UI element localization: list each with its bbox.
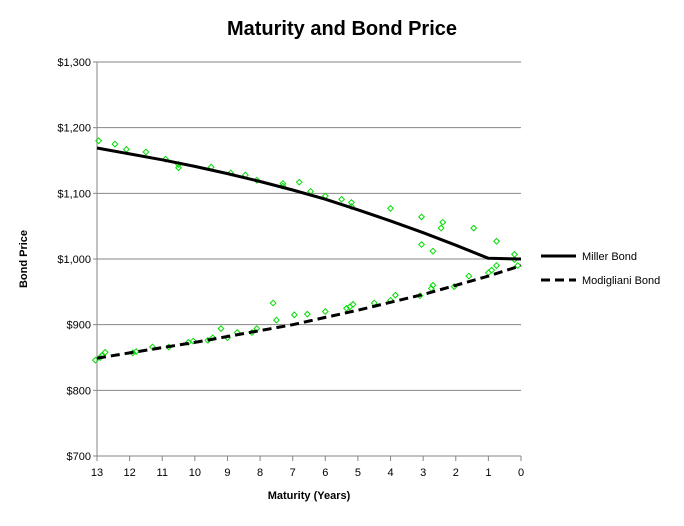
scatter-point: [418, 241, 426, 249]
x-axis-title: Maturity (Years): [268, 490, 351, 502]
scatter-point: [343, 304, 351, 312]
scatter-point: [429, 281, 437, 289]
x-tick-label: 2: [453, 467, 459, 479]
legend-label: Modigliani Bond: [582, 275, 660, 287]
x-tick-label: 4: [387, 467, 393, 479]
scatter-point: [514, 262, 522, 270]
scatter-point: [465, 272, 473, 280]
y-axis-title: Bond Price: [18, 230, 30, 288]
scatter-point: [470, 224, 478, 232]
scatter-point: [493, 262, 501, 270]
scatter-point: [101, 348, 109, 356]
legend-label: Miller Bond: [582, 251, 637, 263]
scatter-point: [387, 204, 395, 212]
scatter-point: [122, 145, 130, 153]
y-tick-label: $700: [67, 451, 91, 463]
scatter-point: [290, 311, 298, 319]
scatter-point: [189, 337, 197, 345]
y-tick-label: $1,000: [57, 254, 91, 266]
scatter-point: [437, 224, 445, 232]
axes: [93, 61, 522, 461]
x-tick-label: 0: [518, 467, 524, 479]
scatter-point: [439, 218, 447, 226]
modigliani-bond-line: [96, 264, 522, 360]
x-tick-label: 7: [290, 467, 296, 479]
x-tick-label: 11: [157, 467, 168, 479]
scatter-point: [418, 213, 426, 221]
scatter-point: [303, 310, 311, 318]
y-tick-label: $800: [67, 385, 91, 397]
scatter-point: [95, 137, 103, 145]
x-tick-label: 6: [322, 467, 328, 479]
scatter-point: [321, 308, 329, 316]
x-tick-label: 9: [224, 467, 230, 479]
scatter-point: [175, 164, 183, 172]
scatter-point: [269, 299, 277, 307]
grid-lines: [97, 61, 521, 391]
legend: Miller Bond Modigliani Bond: [541, 251, 660, 287]
scatter-point: [217, 325, 225, 333]
series-lines: [96, 146, 522, 360]
scatter-point: [338, 195, 346, 203]
x-tick-label: 3: [420, 467, 426, 479]
scatter-point: [132, 348, 140, 356]
chart-title: Maturity and Bond Price: [227, 18, 457, 40]
scatter-point: [295, 178, 303, 186]
x-tick-label: 5: [355, 467, 361, 479]
x-tick-label: 8: [257, 467, 263, 479]
scatter-point: [272, 316, 280, 324]
x-tick-label: 1: [485, 467, 491, 479]
y-tick-label: $1,300: [57, 57, 91, 69]
scatter-point: [429, 247, 437, 255]
scatter-point: [488, 266, 496, 274]
scatter-point: [142, 148, 150, 156]
scatter-point: [493, 237, 501, 245]
y-tick-label: $1,100: [57, 188, 91, 200]
x-tick-label: 12: [123, 467, 135, 479]
scatter-point: [347, 199, 355, 207]
miller-bond-line: [96, 146, 522, 261]
x-tick-label: 10: [189, 467, 201, 479]
scatter-point: [111, 140, 119, 148]
scatter-point: [391, 291, 399, 299]
y-tick-label: $1,200: [57, 123, 91, 135]
y-tick-label: $900: [67, 320, 91, 332]
x-tick-label: 13: [91, 467, 103, 479]
scatter-points: [91, 137, 522, 364]
scatter-point: [349, 300, 357, 308]
